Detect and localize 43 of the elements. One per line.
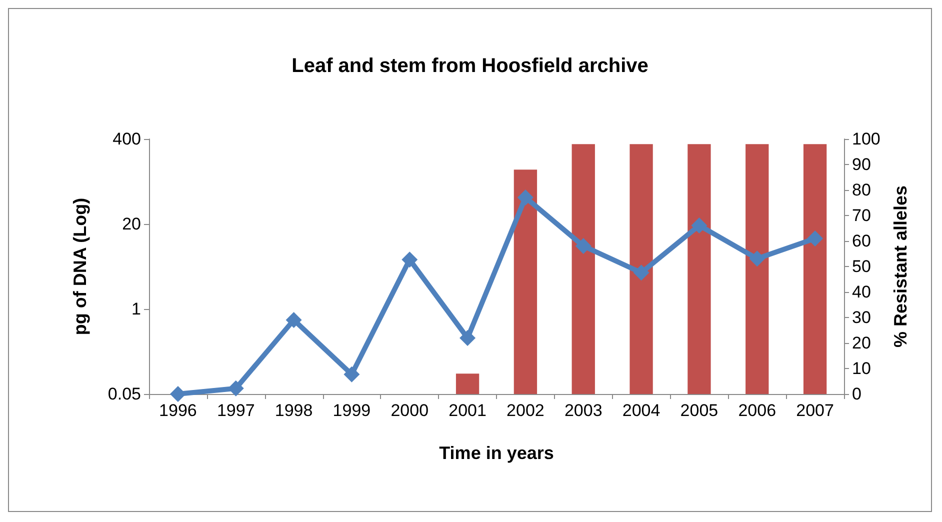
x-axis-title: Time in years <box>439 443 554 463</box>
y-tick-label: 400 <box>112 130 141 148</box>
point <box>170 386 186 402</box>
y2-tick-label: 40 <box>852 282 871 302</box>
x-tick-label: 2003 <box>564 401 602 420</box>
x-tick-label: 2002 <box>506 401 544 420</box>
y2-tick-label: 30 <box>852 308 871 327</box>
y2-tick-label: 0 <box>852 384 862 404</box>
point <box>228 380 244 396</box>
x-tick-label: 1997 <box>216 401 255 420</box>
x-tick-label: 2006 <box>738 401 776 420</box>
point <box>460 330 476 346</box>
y2-axis-title: % Resistant alleles <box>890 185 910 348</box>
y2-tick-label: 10 <box>852 359 871 378</box>
chart-title: Leaf and stem from Hoosfield archive <box>292 55 648 77</box>
y2-tick-label: 70 <box>852 206 871 225</box>
y2-tick-label: 50 <box>852 257 871 276</box>
x-tick-label: 2000 <box>390 401 429 420</box>
y-axis-title: pg of DNA (Log) <box>70 198 90 336</box>
y-tick-label: 1 <box>132 300 141 318</box>
point <box>286 312 302 328</box>
point <box>517 189 534 206</box>
y2-tick-label: 80 <box>852 180 871 200</box>
y-tick-label: 20 <box>122 214 141 234</box>
point <box>749 250 766 267</box>
point <box>633 264 650 281</box>
x-tick-label: 2005 <box>680 401 718 420</box>
x-tick-label: 1998 <box>274 401 313 420</box>
x-tick-label: 1999 <box>332 401 371 420</box>
point <box>402 252 418 268</box>
point <box>344 366 360 382</box>
x-tick-label: 2004 <box>622 401 660 420</box>
point <box>575 238 592 254</box>
point <box>807 230 824 246</box>
x-tick-label: 2001 <box>448 401 486 420</box>
y2-tick-label: 90 <box>852 155 871 174</box>
y-tick-label: 0.05 <box>108 384 141 404</box>
y2-tick-label: 100 <box>852 130 880 148</box>
x-tick-label: 2007 <box>796 401 834 420</box>
y2-tick-label: 60 <box>852 232 871 250</box>
x-tick-label: 1996 <box>159 401 197 420</box>
y2-tick-label: 20 <box>852 334 871 352</box>
point <box>691 217 708 234</box>
